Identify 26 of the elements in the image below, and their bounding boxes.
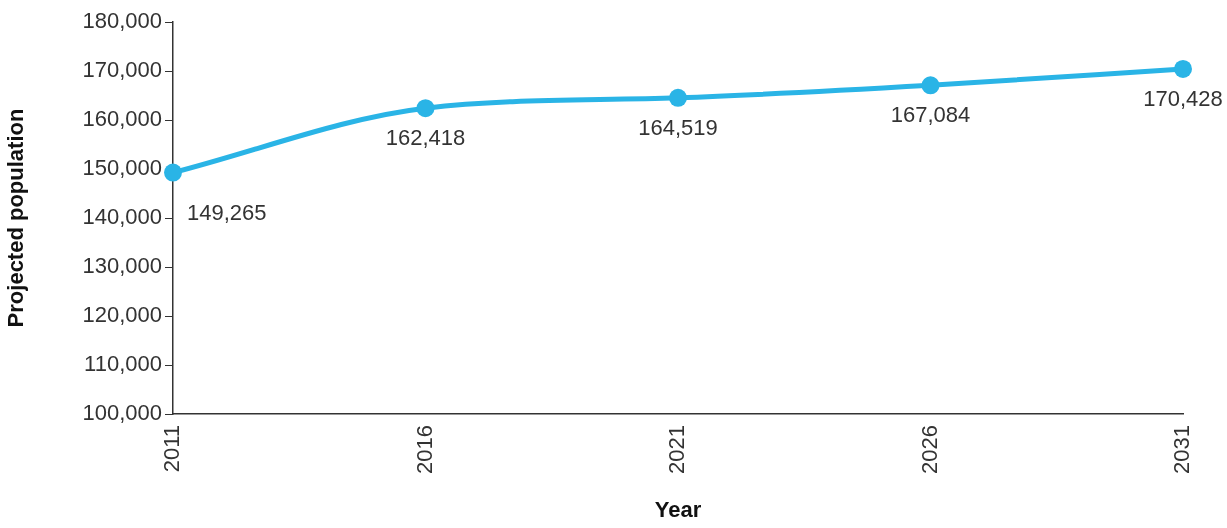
point xyxy=(1174,59,1192,78)
y-tick-label: 140,000 xyxy=(82,204,162,230)
x-tick-label: 2016 xyxy=(411,425,437,474)
data-label: 164,519 xyxy=(638,114,718,140)
y-tick-label: 120,000 xyxy=(82,302,162,328)
y-tick-label: 170,000 xyxy=(82,57,162,83)
x-tick-label: 2011 xyxy=(159,425,185,473)
y-tick-label: 110,000 xyxy=(84,351,162,377)
x-tick-label: 2031 xyxy=(1169,425,1195,474)
y-tick-label: 100,000 xyxy=(82,400,162,426)
data-label: 162,418 xyxy=(385,125,466,151)
y-axis-title: Projected population xyxy=(3,108,29,328)
y-tick-label: 150,000 xyxy=(82,155,162,181)
x-axis-title: Year xyxy=(654,496,702,522)
y-tick-label: 160,000 xyxy=(82,106,162,132)
x-tick-label: 2026 xyxy=(916,425,942,474)
y-tick-label: 130,000 xyxy=(82,253,162,279)
data-label: 170,428 xyxy=(1143,85,1223,111)
point xyxy=(416,99,435,118)
point xyxy=(921,76,940,95)
point xyxy=(669,88,687,107)
data-label: 167,084 xyxy=(890,102,971,128)
y-tick-label: 180,000 xyxy=(82,8,162,34)
x-tick-label: 2021 xyxy=(664,425,690,474)
point xyxy=(164,163,182,182)
data-label: 149,265 xyxy=(187,199,267,225)
